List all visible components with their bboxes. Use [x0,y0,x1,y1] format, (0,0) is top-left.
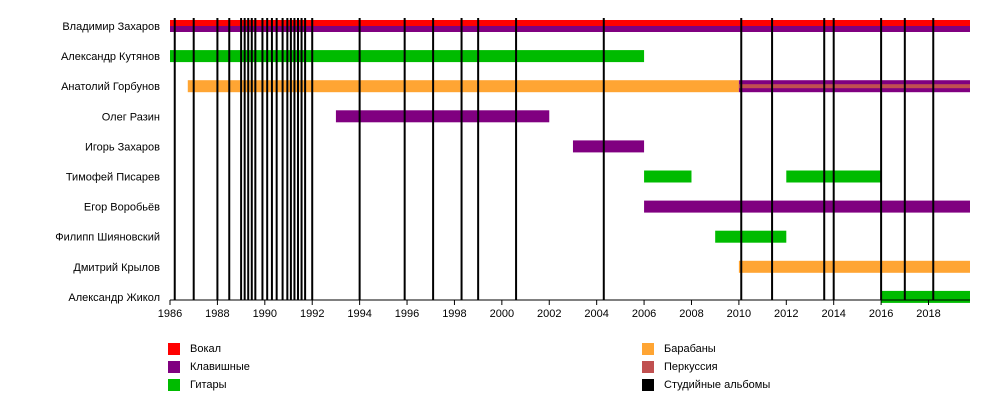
legend-item-drums: Барабаны [642,342,716,356]
member-label: Владимир Захаров [62,21,160,33]
x-tick-label: 2012 [774,308,798,320]
x-tick-label: 1986 [158,308,182,320]
bar-keys-6 [335,110,550,123]
legend-label-perc: Перкуссия [664,361,718,374]
legend-label-guitar: Гитары [190,379,227,392]
legend-swatch-perc [642,361,654,374]
member-label: Дмитрий Крылов [73,262,160,274]
x-tick-label: 1988 [205,308,229,320]
member-label: Александр Жикол [68,292,160,304]
x-tick-label: 2016 [869,308,893,320]
x-tick-label: 2014 [821,308,845,320]
x-tick-label: 1998 [442,308,466,320]
x-tick-label: 1992 [300,308,324,320]
member-label: Анатолий Горбунов [61,81,160,93]
member-label: Тимофей Писарев [66,172,160,184]
x-axis: 1986 1988 1990 1992 1994 1996 1998 2000 2002 2004… [158,299,970,320]
member-labels: Владимир Захаров Александр Кутянов Анатоли… [55,21,160,304]
legend-item-keys: Клавишные [168,360,250,374]
legend-swatch-guitar [168,379,180,392]
x-tick-label: 2010 [727,308,751,320]
bar-keys-10 [644,200,970,213]
bar-keys-7 [572,140,645,153]
bar-guitar-2 [170,50,645,63]
x-tick-label: 1990 [253,308,277,320]
bar-keys-1 [170,26,970,32]
bar-drums-3 [187,80,739,93]
member-label: Егор Воробьёв [84,202,160,214]
legend-item-perc: Перкуссия [642,360,718,374]
legend-swatch-keys [168,361,180,374]
album-lines [173,18,935,300]
legend-label-albums: Студийные альбомы [664,379,771,392]
legend-label-vocal: Вокал [190,343,222,356]
x-tick-label: 2006 [632,308,656,320]
legend-item-guitar: Гитары [168,378,227,392]
member-label: Александр Кутянов [61,51,160,63]
bar-guitar-8 [644,170,692,183]
legend-swatch-vocal [168,343,180,356]
legend-label-drums: Барабаны [664,343,716,356]
x-tick-label: 2004 [584,308,608,320]
x-tick-label: 2002 [537,308,561,320]
bar-guitar-13 [881,290,970,303]
legend-item-vocal: Вокал [168,342,221,356]
member-label: Олег Разин [102,111,160,123]
x-tick-label: 1996 [395,308,419,320]
legend-item-albums: Студийные альбомы [642,378,770,392]
legend-swatch-drums [642,343,654,356]
x-tick-label: 2008 [679,308,703,320]
x-tick-label: 1994 [347,308,371,320]
bar-guitar-11 [715,230,787,243]
x-tick-label: 2000 [490,308,514,320]
member-label: Филипп Шияновский [55,232,160,244]
legend-swatch-albums [642,379,654,392]
band-timeline-chart: Владимир Захаров Александр Кутянов Анатоли… [55,18,970,320]
member-label: Игорь Захаров [85,141,160,153]
legend-label-keys: Клавишные [190,361,250,374]
bar-vocal-0 [170,20,970,26]
bar-perc-5 [738,84,970,89]
bar-drums-12 [738,260,970,273]
x-tick-label: 2018 [916,308,940,320]
